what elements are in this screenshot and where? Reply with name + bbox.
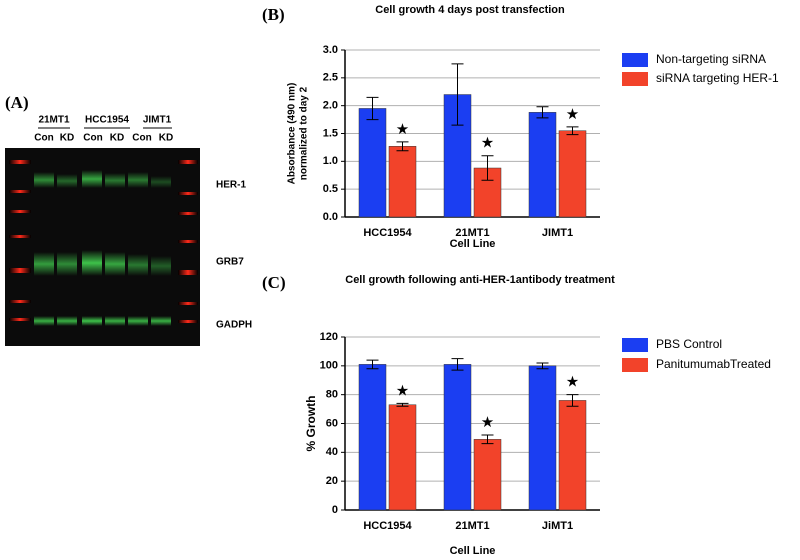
y-tick-label: 1.5 (323, 127, 338, 139)
error-bar (366, 359, 379, 370)
significance-star: ★ (481, 414, 494, 431)
legend-swatch (622, 338, 648, 352)
blot-group: JIMT1 (143, 115, 172, 126)
significance-star: ★ (566, 374, 579, 391)
error-bar (451, 63, 464, 126)
error-bar (481, 155, 494, 181)
legend-label: Non-targeting siRNA (656, 52, 766, 66)
blot-lane: Con (34, 133, 53, 144)
y-tick-label: 2.0 (323, 100, 338, 112)
x-tick-label: 21MT1 (455, 227, 489, 239)
x-axis-label: Cell Line (450, 238, 496, 250)
panel-label: (A) (5, 93, 29, 112)
error-bar (536, 106, 549, 119)
y-axis-label: % Growth (304, 396, 318, 452)
legend-label: PBS Control (656, 337, 722, 351)
y-tick-label: 3.0 (323, 44, 338, 56)
bar (528, 112, 557, 218)
error-bar (366, 96, 379, 121)
blot-lane: KD (110, 133, 124, 144)
y-tick-label: 100 (320, 360, 338, 372)
x-tick-label: HCC1954 (363, 520, 412, 532)
error-bar (451, 358, 464, 371)
y-tick-label: 40 (326, 446, 338, 458)
bar (558, 130, 587, 218)
y-tick-label: 0 (332, 504, 338, 516)
legend-swatch (622, 53, 648, 67)
blot-lane: KD (159, 133, 173, 144)
y-axis-label: normalized to day 2 (299, 86, 310, 180)
error-bar (396, 402, 409, 407)
band-label: GADPH (216, 320, 252, 331)
bar (528, 365, 557, 511)
panel-label: (B) (262, 5, 285, 24)
bar (443, 364, 472, 511)
x-tick-label: JIMT1 (542, 227, 573, 239)
y-tick-label: 80 (326, 389, 338, 401)
error-bar (536, 362, 549, 370)
bar (358, 108, 387, 218)
bar (388, 404, 417, 511)
x-tick-label: HCC1954 (363, 227, 412, 239)
bar (388, 146, 417, 218)
chart-title: Cell growth following anti-HER-1antibody… (345, 274, 615, 286)
legend-swatch (622, 72, 648, 86)
bar (558, 400, 587, 511)
error-bar (566, 126, 579, 136)
error-bar (566, 394, 579, 407)
y-tick-label: 120 (320, 331, 338, 343)
blot-group: 21MT1 (38, 115, 70, 126)
x-axis-label: Cell Line (450, 545, 496, 557)
chart-title: Cell growth 4 days post transfection (375, 4, 565, 16)
y-tick-label: 20 (326, 475, 338, 487)
blot-lane: Con (83, 133, 102, 144)
significance-star: ★ (396, 382, 409, 399)
y-tick-label: 1.0 (323, 155, 338, 167)
significance-star: ★ (396, 121, 409, 138)
legend-label: siRNA targeting HER-1 (656, 71, 779, 85)
legend-label: PanitumumabTreated (656, 357, 771, 371)
y-tick-label: 0.5 (323, 183, 338, 195)
significance-star: ★ (481, 135, 494, 152)
band-label: GRB7 (216, 257, 244, 268)
blot-group: HCC1954 (85, 115, 129, 126)
blot-image (5, 148, 200, 346)
x-tick-label: JiMT1 (542, 520, 573, 532)
band-label: HER-1 (216, 180, 246, 191)
significance-star: ★ (566, 106, 579, 123)
y-axis-label: Absorbance (490 nm) (287, 83, 298, 185)
blot-lane: KD (60, 133, 74, 144)
blot-lane: Con (132, 133, 151, 144)
error-bar (481, 434, 494, 445)
legend-swatch (622, 358, 648, 372)
y-tick-label: 60 (326, 417, 338, 429)
x-tick-label: 21MT1 (455, 520, 489, 532)
panel-label: (C) (262, 273, 286, 292)
bar (358, 364, 387, 511)
y-tick-label: 2.5 (323, 72, 338, 84)
error-bar (396, 141, 409, 152)
bar (473, 439, 502, 511)
y-tick-label: 0.0 (323, 211, 338, 223)
